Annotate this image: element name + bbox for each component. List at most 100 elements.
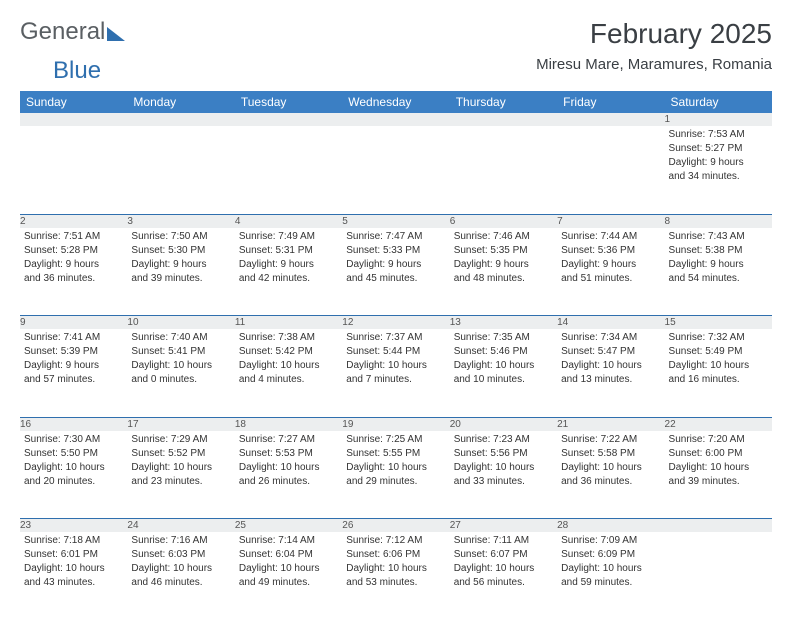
- daylight-text: Daylight: 10 hours: [346, 461, 445, 474]
- daylight-text: and 33 minutes.: [454, 475, 553, 488]
- sunrise-text: Sunrise: 7:27 AM: [239, 433, 338, 446]
- day-number-cell: 2: [20, 214, 127, 228]
- day-cell: Sunrise: 7:12 AMSunset: 6:06 PMDaylight:…: [342, 532, 449, 620]
- daylight-text: Daylight: 10 hours: [346, 562, 445, 575]
- daylight-text: Daylight: 9 hours: [669, 258, 768, 271]
- daylight-text: Daylight: 10 hours: [669, 461, 768, 474]
- sunset-text: Sunset: 5:33 PM: [346, 244, 445, 257]
- day-cell: Sunrise: 7:09 AMSunset: 6:09 PMDaylight:…: [557, 532, 664, 620]
- daylight-text: Daylight: 9 hours: [131, 258, 230, 271]
- daylight-text: and 16 minutes.: [669, 373, 768, 386]
- day-number-cell: 20: [450, 417, 557, 431]
- day-number-cell: [235, 113, 342, 126]
- day-cell: Sunrise: 7:35 AMSunset: 5:46 PMDaylight:…: [450, 329, 557, 417]
- day-cell: Sunrise: 7:16 AMSunset: 6:03 PMDaylight:…: [127, 532, 234, 620]
- day-cell: Sunrise: 7:23 AMSunset: 5:56 PMDaylight:…: [450, 431, 557, 519]
- daylight-text: Daylight: 10 hours: [561, 461, 660, 474]
- day-cell: Sunrise: 7:47 AMSunset: 5:33 PMDaylight:…: [342, 228, 449, 316]
- sunrise-text: Sunrise: 7:25 AM: [346, 433, 445, 446]
- day-content-row: Sunrise: 7:53 AMSunset: 5:27 PMDaylight:…: [20, 126, 772, 214]
- daylight-text: Daylight: 9 hours: [454, 258, 553, 271]
- daylight-text: and 23 minutes.: [131, 475, 230, 488]
- day-number-cell: 28: [557, 519, 664, 533]
- day-cell: Sunrise: 7:43 AMSunset: 5:38 PMDaylight:…: [665, 228, 772, 316]
- day-cell: [127, 126, 234, 214]
- sunset-text: Sunset: 6:07 PM: [454, 548, 553, 561]
- sunrise-text: Sunrise: 7:32 AM: [669, 331, 768, 344]
- day-number-cell: 17: [127, 417, 234, 431]
- sunrise-text: Sunrise: 7:38 AM: [239, 331, 338, 344]
- sunset-text: Sunset: 5:27 PM: [669, 142, 768, 155]
- day-cell: Sunrise: 7:22 AMSunset: 5:58 PMDaylight:…: [557, 431, 664, 519]
- daylight-text: Daylight: 9 hours: [239, 258, 338, 271]
- daylight-text: and 43 minutes.: [24, 576, 123, 589]
- day-cell: [450, 126, 557, 214]
- day-cell-body: Sunrise: 7:25 AMSunset: 5:55 PMDaylight:…: [342, 431, 449, 493]
- sunset-text: Sunset: 5:49 PM: [669, 345, 768, 358]
- weekday-header: Wednesday: [342, 91, 449, 113]
- day-number-cell: 18: [235, 417, 342, 431]
- day-content-row: Sunrise: 7:18 AMSunset: 6:01 PMDaylight:…: [20, 532, 772, 620]
- day-cell: Sunrise: 7:46 AMSunset: 5:35 PMDaylight:…: [450, 228, 557, 316]
- sunrise-text: Sunrise: 7:23 AM: [454, 433, 553, 446]
- sunrise-text: Sunrise: 7:37 AM: [346, 331, 445, 344]
- day-cell: Sunrise: 7:30 AMSunset: 5:50 PMDaylight:…: [20, 431, 127, 519]
- weekday-header: Friday: [557, 91, 664, 113]
- day-cell-body: Sunrise: 7:35 AMSunset: 5:46 PMDaylight:…: [450, 329, 557, 391]
- sunset-text: Sunset: 5:28 PM: [24, 244, 123, 257]
- day-cell: Sunrise: 7:44 AMSunset: 5:36 PMDaylight:…: [557, 228, 664, 316]
- day-cell-body: Sunrise: 7:47 AMSunset: 5:33 PMDaylight:…: [342, 228, 449, 290]
- daylight-text: and 45 minutes.: [346, 272, 445, 285]
- day-content-row: Sunrise: 7:30 AMSunset: 5:50 PMDaylight:…: [20, 431, 772, 519]
- day-number-cell: 12: [342, 316, 449, 330]
- weekday-header: Saturday: [665, 91, 772, 113]
- day-cell-body: Sunrise: 7:50 AMSunset: 5:30 PMDaylight:…: [127, 228, 234, 290]
- daylight-text: and 4 minutes.: [239, 373, 338, 386]
- daylight-text: and 57 minutes.: [24, 373, 123, 386]
- day-cell: Sunrise: 7:25 AMSunset: 5:55 PMDaylight:…: [342, 431, 449, 519]
- daylight-text: Daylight: 10 hours: [131, 562, 230, 575]
- day-cell-body: Sunrise: 7:27 AMSunset: 5:53 PMDaylight:…: [235, 431, 342, 493]
- sunrise-text: Sunrise: 7:16 AM: [131, 534, 230, 547]
- daylight-text: and 42 minutes.: [239, 272, 338, 285]
- day-cell-body: Sunrise: 7:46 AMSunset: 5:35 PMDaylight:…: [450, 228, 557, 290]
- daylight-text: Daylight: 10 hours: [239, 562, 338, 575]
- day-cell: Sunrise: 7:38 AMSunset: 5:42 PMDaylight:…: [235, 329, 342, 417]
- day-number-cell: 13: [450, 316, 557, 330]
- sunset-text: Sunset: 5:39 PM: [24, 345, 123, 358]
- day-cell-body: Sunrise: 7:09 AMSunset: 6:09 PMDaylight:…: [557, 532, 664, 594]
- daylight-text: Daylight: 10 hours: [24, 562, 123, 575]
- sunset-text: Sunset: 5:31 PM: [239, 244, 338, 257]
- brand-logo: General: [20, 18, 129, 46]
- sunset-text: Sunset: 5:52 PM: [131, 447, 230, 460]
- sunset-text: Sunset: 5:42 PM: [239, 345, 338, 358]
- day-number-cell: 24: [127, 519, 234, 533]
- day-cell: Sunrise: 7:50 AMSunset: 5:30 PMDaylight:…: [127, 228, 234, 316]
- brand-sail-icon: [107, 23, 129, 41]
- day-number-cell: 9: [20, 316, 127, 330]
- day-cell-body: Sunrise: 7:40 AMSunset: 5:41 PMDaylight:…: [127, 329, 234, 391]
- day-number-cell: 7: [557, 214, 664, 228]
- daylight-text: Daylight: 10 hours: [669, 359, 768, 372]
- day-cell: Sunrise: 7:51 AMSunset: 5:28 PMDaylight:…: [20, 228, 127, 316]
- daylight-text: and 49 minutes.: [239, 576, 338, 589]
- brand-part2: Blue: [53, 57, 101, 84]
- day-cell-body: Sunrise: 7:18 AMSunset: 6:01 PMDaylight:…: [20, 532, 127, 594]
- daylight-text: Daylight: 10 hours: [346, 359, 445, 372]
- weekday-header: Sunday: [20, 91, 127, 113]
- daylight-text: Daylight: 9 hours: [24, 359, 123, 372]
- day-cell: Sunrise: 7:11 AMSunset: 6:07 PMDaylight:…: [450, 532, 557, 620]
- month-title: February 2025: [536, 18, 772, 50]
- day-number-cell: 5: [342, 214, 449, 228]
- sunrise-text: Sunrise: 7:49 AM: [239, 230, 338, 243]
- day-number-cell: 21: [557, 417, 664, 431]
- daylight-text: and 34 minutes.: [669, 170, 768, 183]
- daylight-text: Daylight: 10 hours: [561, 562, 660, 575]
- day-cell-body: Sunrise: 7:14 AMSunset: 6:04 PMDaylight:…: [235, 532, 342, 594]
- day-number-cell: 14: [557, 316, 664, 330]
- day-number-cell: [450, 113, 557, 126]
- sunset-text: Sunset: 5:47 PM: [561, 345, 660, 358]
- day-number-row: 16171819202122: [20, 417, 772, 431]
- daylight-text: and 26 minutes.: [239, 475, 338, 488]
- day-cell: [665, 532, 772, 620]
